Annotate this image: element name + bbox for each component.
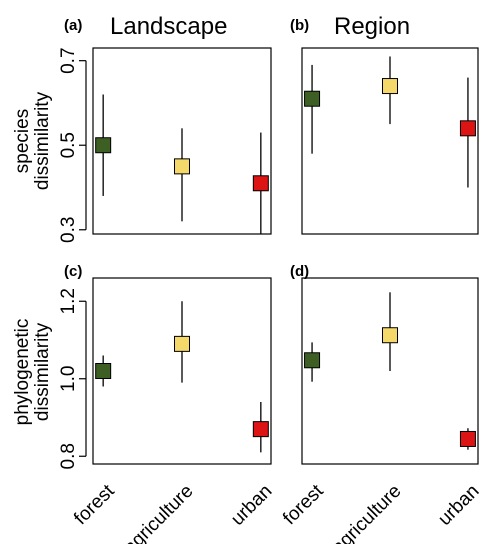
point-urban — [252, 421, 269, 438]
category-label-forest: forest — [279, 480, 328, 529]
point-urban — [459, 430, 476, 447]
panel-a-title: Landscape — [110, 13, 227, 40]
category-label-urban: urban — [227, 481, 276, 530]
point-forest — [304, 90, 321, 107]
point-forest — [95, 363, 112, 379]
y-tick-label: 1.2 — [58, 288, 79, 314]
point-agriculture — [174, 158, 190, 175]
point-agriculture — [382, 327, 398, 344]
panel-c-ticks: 0.8 1.0 1.2 — [58, 288, 87, 469]
panel-b-marks — [304, 56, 476, 188]
panel-d-categories: forest agriculture urban — [279, 480, 483, 544]
panel-c: (c) phylogenetic dissimilarity 0.8 1.0 1.2… — [12, 263, 276, 544]
panel-c-frame — [92, 277, 272, 465]
y-tick-label: 0.3 — [58, 217, 79, 243]
point-forest — [304, 352, 321, 369]
point-forest — [95, 137, 112, 154]
category-label-agriculture: agriculture — [120, 481, 198, 544]
panel-c-marks — [95, 301, 269, 453]
panel-d-marks — [304, 292, 476, 450]
panel-d-label: (d) — [290, 263, 309, 280]
panel-a-ylabel-line1: species — [12, 109, 33, 173]
category-label-forest: forest — [70, 480, 119, 529]
panel-c-categories: forest agriculture urban — [70, 480, 276, 544]
panel-a-label: (a) — [64, 17, 82, 34]
panel-c-ylabel-line1: phylogenetic — [12, 319, 33, 426]
panel-a-frame — [92, 47, 272, 235]
panel-c-label: (c) — [64, 263, 82, 280]
point-agriculture — [382, 78, 398, 95]
panel-a-marks — [95, 94, 269, 234]
category-label-urban: urban — [434, 481, 483, 530]
panel-a-ticks: 0.3 0.5 0.7 — [58, 47, 87, 243]
panel-d: (d) forest agriculture urban — [279, 263, 483, 544]
panel-d-frame — [301, 277, 479, 465]
point-urban — [252, 175, 269, 192]
panel-b-label: (b) — [290, 17, 309, 34]
panel-b-title: Region — [334, 13, 410, 40]
point-urban — [459, 120, 476, 137]
category-label-agriculture: agriculture — [328, 481, 406, 544]
panel-b: (b) Region — [290, 13, 479, 235]
y-tick-label: 0.8 — [58, 443, 79, 469]
panel-b-frame — [301, 47, 479, 235]
y-tick-label: 0.7 — [58, 47, 79, 73]
y-tick-label: 1.0 — [58, 366, 79, 392]
panel-a-ylabel-line2: dissimilarity — [32, 91, 53, 190]
y-tick-label: 0.5 — [58, 132, 79, 158]
panel-a: (a) Landscape species dissimilarity 0.30… — [12, 13, 272, 243]
point-agriculture — [174, 335, 190, 352]
panel-c-ylabel-line2: dissimilarity — [32, 322, 53, 421]
